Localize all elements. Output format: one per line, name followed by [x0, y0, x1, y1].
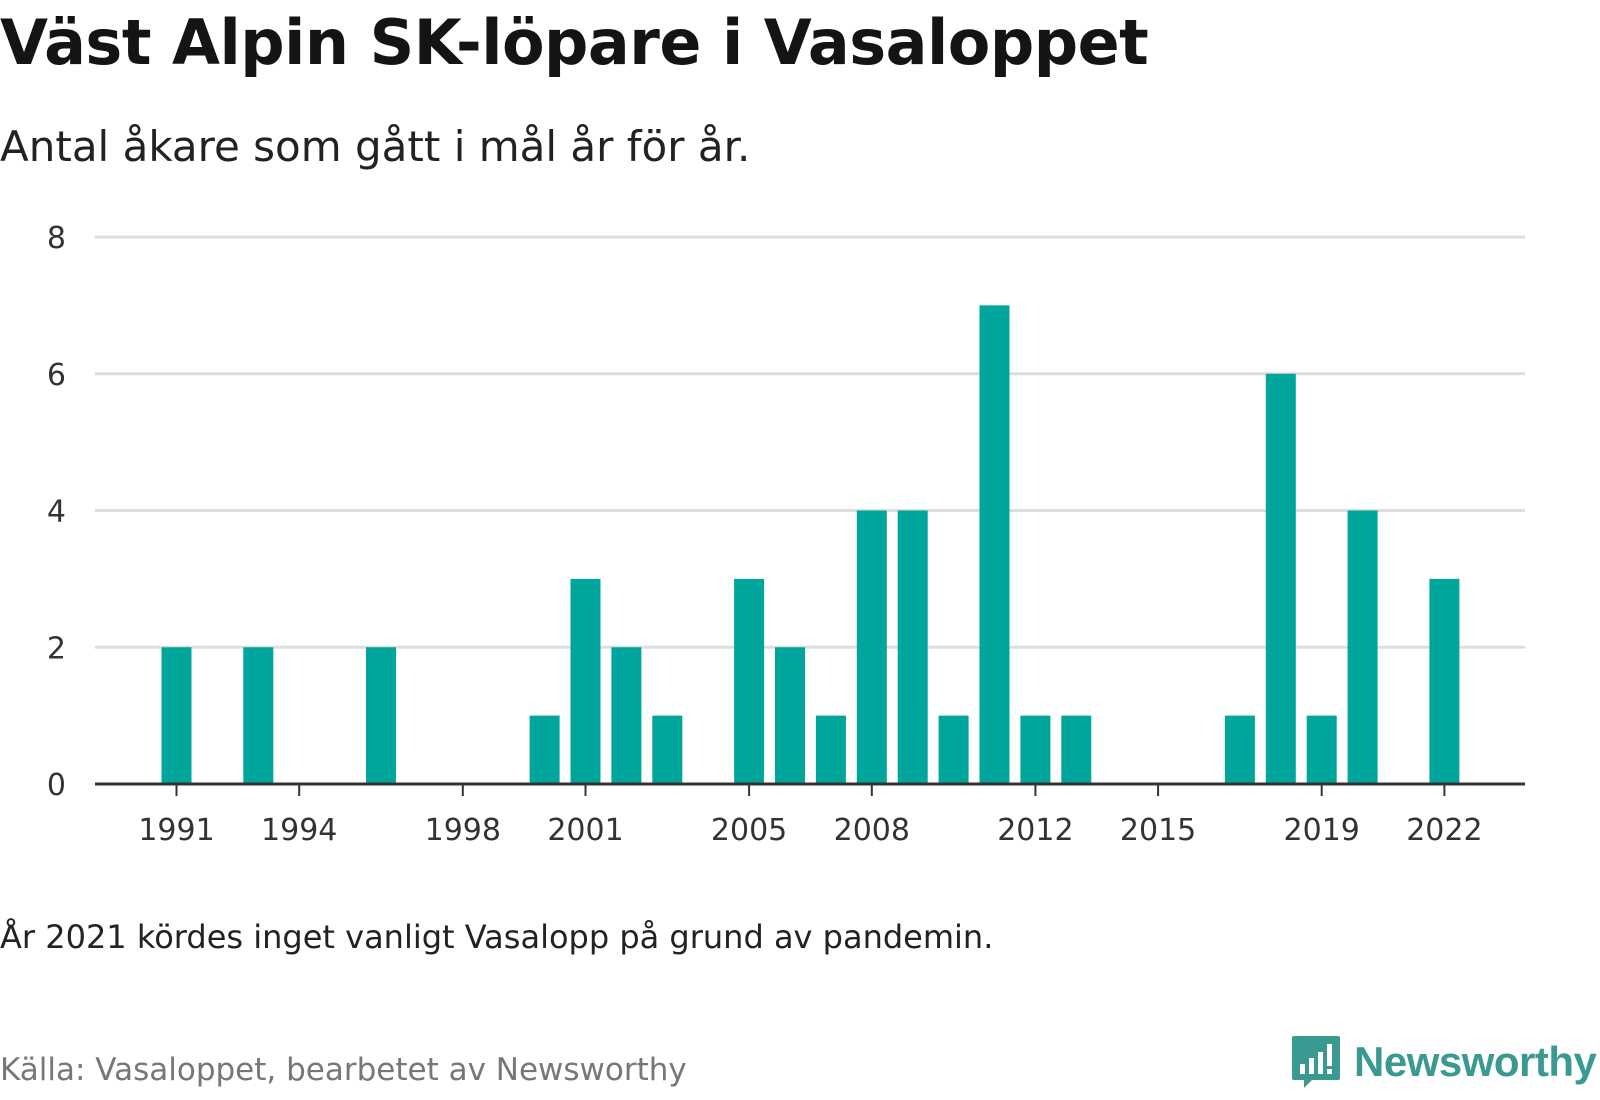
- x-tick-label: 1998: [425, 813, 501, 848]
- bar-2001: [570, 578, 601, 784]
- bar-1991: [161, 647, 192, 784]
- bar-chart: 0 2 4 6 8 1991 1994 1998 2001 2005 2008 2012 2015 201…: [47, 221, 1525, 848]
- bar-2011: [979, 305, 1010, 784]
- bar-2002: [611, 647, 642, 784]
- bar-2007: [815, 715, 846, 784]
- bar-2012: [1020, 715, 1051, 784]
- x-tick-label: 2008: [834, 813, 910, 848]
- bar-1993: [243, 647, 274, 784]
- bar-1996: [366, 647, 396, 784]
- chart-title: Väst Alpin SK-löpare i Vasaloppet: [0, 6, 1149, 79]
- bars: [161, 305, 1460, 784]
- footnote: År 2021 kördes inget vanligt Vasalopp på…: [0, 918, 994, 956]
- x-tick-label: 1994: [261, 813, 337, 848]
- bar-2020: [1347, 510, 1378, 784]
- bar-2017: [1224, 715, 1255, 784]
- y-tick-label: 8: [47, 221, 66, 256]
- bar-2018: [1265, 373, 1296, 784]
- source-text: Källa: Vasaloppet, bearbetet av Newswort…: [0, 1052, 687, 1088]
- gridlines: [95, 235, 1525, 649]
- bar-2010: [938, 715, 969, 784]
- bar-2005: [734, 578, 765, 784]
- x-tick-label: 2001: [547, 813, 623, 848]
- chart-subtitle: Antal åkare som gått i mål år för år.: [0, 122, 751, 171]
- x-tick-label: 2012: [997, 813, 1073, 848]
- brand-name: Newsworthy: [1354, 1038, 1597, 1085]
- brand-logo: Newsworthy: [1290, 1034, 1597, 1090]
- bar-2013: [1061, 715, 1092, 784]
- x-tick-label: 2015: [1120, 813, 1196, 848]
- bar-2019: [1306, 715, 1337, 784]
- bar-2006: [775, 647, 805, 784]
- x-tick-label: 2005: [711, 813, 787, 848]
- y-tick-label: 0: [47, 768, 66, 803]
- axes: 0 2 4 6 8 1991 1994 1998 2001 2005 2008 2012 2015 201…: [47, 221, 1525, 848]
- bar-2009: [897, 510, 928, 784]
- bar-2000: [529, 715, 560, 784]
- bar-2003: [652, 715, 683, 784]
- y-tick-label: 2: [47, 631, 66, 666]
- x-tick-label: 1991: [138, 813, 214, 848]
- bar-2008: [856, 510, 887, 784]
- x-tick-label: 2022: [1406, 813, 1482, 848]
- y-tick-label: 6: [47, 358, 66, 393]
- bar-2022: [1429, 578, 1460, 784]
- x-tick-label: 2019: [1284, 813, 1360, 848]
- y-tick-label: 4: [47, 495, 66, 530]
- newsworthy-logo-icon: [1292, 1036, 1340, 1088]
